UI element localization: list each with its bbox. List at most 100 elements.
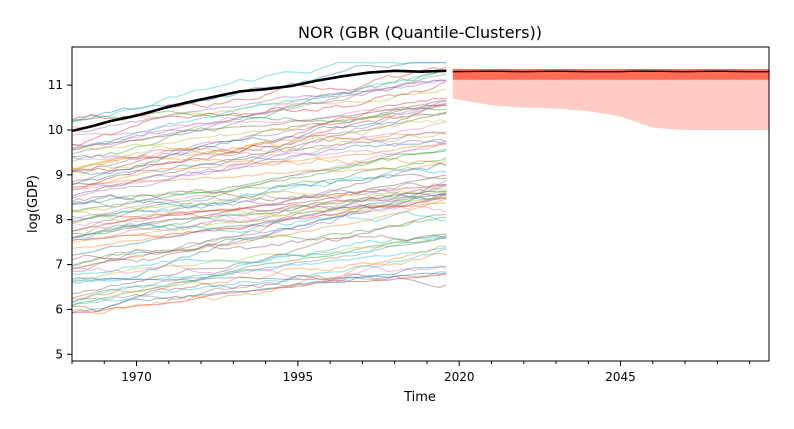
background-series-line xyxy=(72,119,447,169)
background-series-line xyxy=(72,233,447,306)
background-series-line xyxy=(72,103,447,183)
background-series-line xyxy=(72,78,447,152)
x-tick-label: 2020 xyxy=(444,370,475,384)
forecast-group xyxy=(452,69,769,130)
y-axis-label: log(GDP) xyxy=(26,175,41,233)
background-series-line xyxy=(72,139,447,221)
background-series-line xyxy=(72,162,447,209)
background-series-line xyxy=(72,140,447,186)
background-series-line xyxy=(72,191,447,238)
y-tick-label: 11 xyxy=(48,78,63,92)
background-series-line xyxy=(72,69,447,158)
background-series-line xyxy=(72,245,447,315)
background-series-line xyxy=(72,273,447,313)
x-tick-label: 1995 xyxy=(283,370,314,384)
background-series-line xyxy=(72,166,447,220)
background-series-line xyxy=(72,174,447,239)
x-axis: 1970 1995 2020 2045 xyxy=(71,361,751,384)
forecast-outer-band xyxy=(452,69,769,130)
background-series-line xyxy=(72,192,447,240)
background-series-line xyxy=(72,184,447,208)
background-series-line xyxy=(72,192,447,281)
y-tick-label: 10 xyxy=(48,123,63,137)
background-series-line xyxy=(72,193,447,256)
background-series-line xyxy=(72,202,447,227)
x-tick-label: 1970 xyxy=(121,370,152,384)
background-series-line xyxy=(72,197,447,243)
background-series-line xyxy=(72,131,447,170)
background-series-line xyxy=(72,265,447,314)
background-series-line xyxy=(72,191,447,223)
y-tick-label: 9 xyxy=(55,168,63,182)
background-series-line xyxy=(72,148,447,223)
background-series-line xyxy=(72,104,447,172)
background-series-line xyxy=(72,273,447,314)
background-series-line xyxy=(72,121,447,191)
background-series-line xyxy=(72,142,447,163)
background-series-line xyxy=(72,132,447,172)
background-series-line xyxy=(72,111,447,197)
background-series-line xyxy=(72,150,447,212)
background-series-line xyxy=(72,62,447,121)
plot-frame xyxy=(71,46,770,362)
background-series-line xyxy=(72,81,447,147)
x-axis-label: Time xyxy=(403,390,436,405)
background-series-line xyxy=(72,79,447,147)
background-series-line xyxy=(72,104,447,173)
y-tick-label: 7 xyxy=(55,258,63,272)
y-tick-label: 5 xyxy=(55,347,63,361)
forecast-median-line xyxy=(452,70,769,73)
background-series-line xyxy=(72,112,447,176)
background-series-line xyxy=(72,102,447,136)
background-series-line xyxy=(72,236,447,299)
background-series-line xyxy=(72,100,447,149)
background-series-line xyxy=(72,162,447,185)
background-series-line xyxy=(72,136,447,161)
y-tick-label: 6 xyxy=(55,302,63,316)
background-series-line xyxy=(72,216,447,266)
background-series-line xyxy=(72,271,447,304)
background-series-line xyxy=(72,198,447,269)
background-series-line xyxy=(72,143,447,190)
background-series-line xyxy=(72,187,447,213)
background-series-group xyxy=(72,62,447,315)
background-series-line xyxy=(72,68,447,151)
background-series-line xyxy=(72,73,447,155)
background-series-line xyxy=(72,252,447,300)
background-series-line xyxy=(72,213,447,295)
background-series-line xyxy=(72,211,447,240)
background-series-line xyxy=(72,237,447,282)
background-series-line xyxy=(72,272,447,283)
background-series-line xyxy=(72,62,447,122)
background-series-line xyxy=(72,234,447,263)
background-series-line xyxy=(72,202,447,249)
background-series-line xyxy=(72,97,447,188)
chart-title: NOR (GBR (Quantile-Clusters)) xyxy=(298,23,542,42)
background-series-line xyxy=(72,154,447,174)
background-series-line xyxy=(72,112,447,151)
highlight-series-line xyxy=(72,69,447,133)
background-series-line xyxy=(72,234,447,303)
y-tick-label: 8 xyxy=(55,213,63,227)
background-series-line xyxy=(72,192,447,222)
highlight-series-group xyxy=(72,69,447,133)
y-axis: 5 6 7 8 9 10 11 xyxy=(48,78,72,361)
background-series-line xyxy=(72,196,447,242)
background-series-line xyxy=(72,157,447,205)
background-series-line xyxy=(72,235,447,275)
background-series-line xyxy=(72,183,447,267)
background-series-line xyxy=(72,183,447,232)
background-series-line xyxy=(72,185,447,272)
background-series-line xyxy=(72,193,447,241)
background-series-line xyxy=(72,79,447,133)
background-series-line xyxy=(72,131,447,199)
x-tick-label: 2045 xyxy=(605,370,636,384)
background-series-line xyxy=(72,179,447,232)
background-series-line xyxy=(72,247,447,284)
background-series-line xyxy=(72,173,447,203)
background-series-line xyxy=(72,190,447,236)
background-series-line xyxy=(72,197,447,270)
background-series-line xyxy=(72,262,447,281)
background-series-line xyxy=(72,100,447,187)
